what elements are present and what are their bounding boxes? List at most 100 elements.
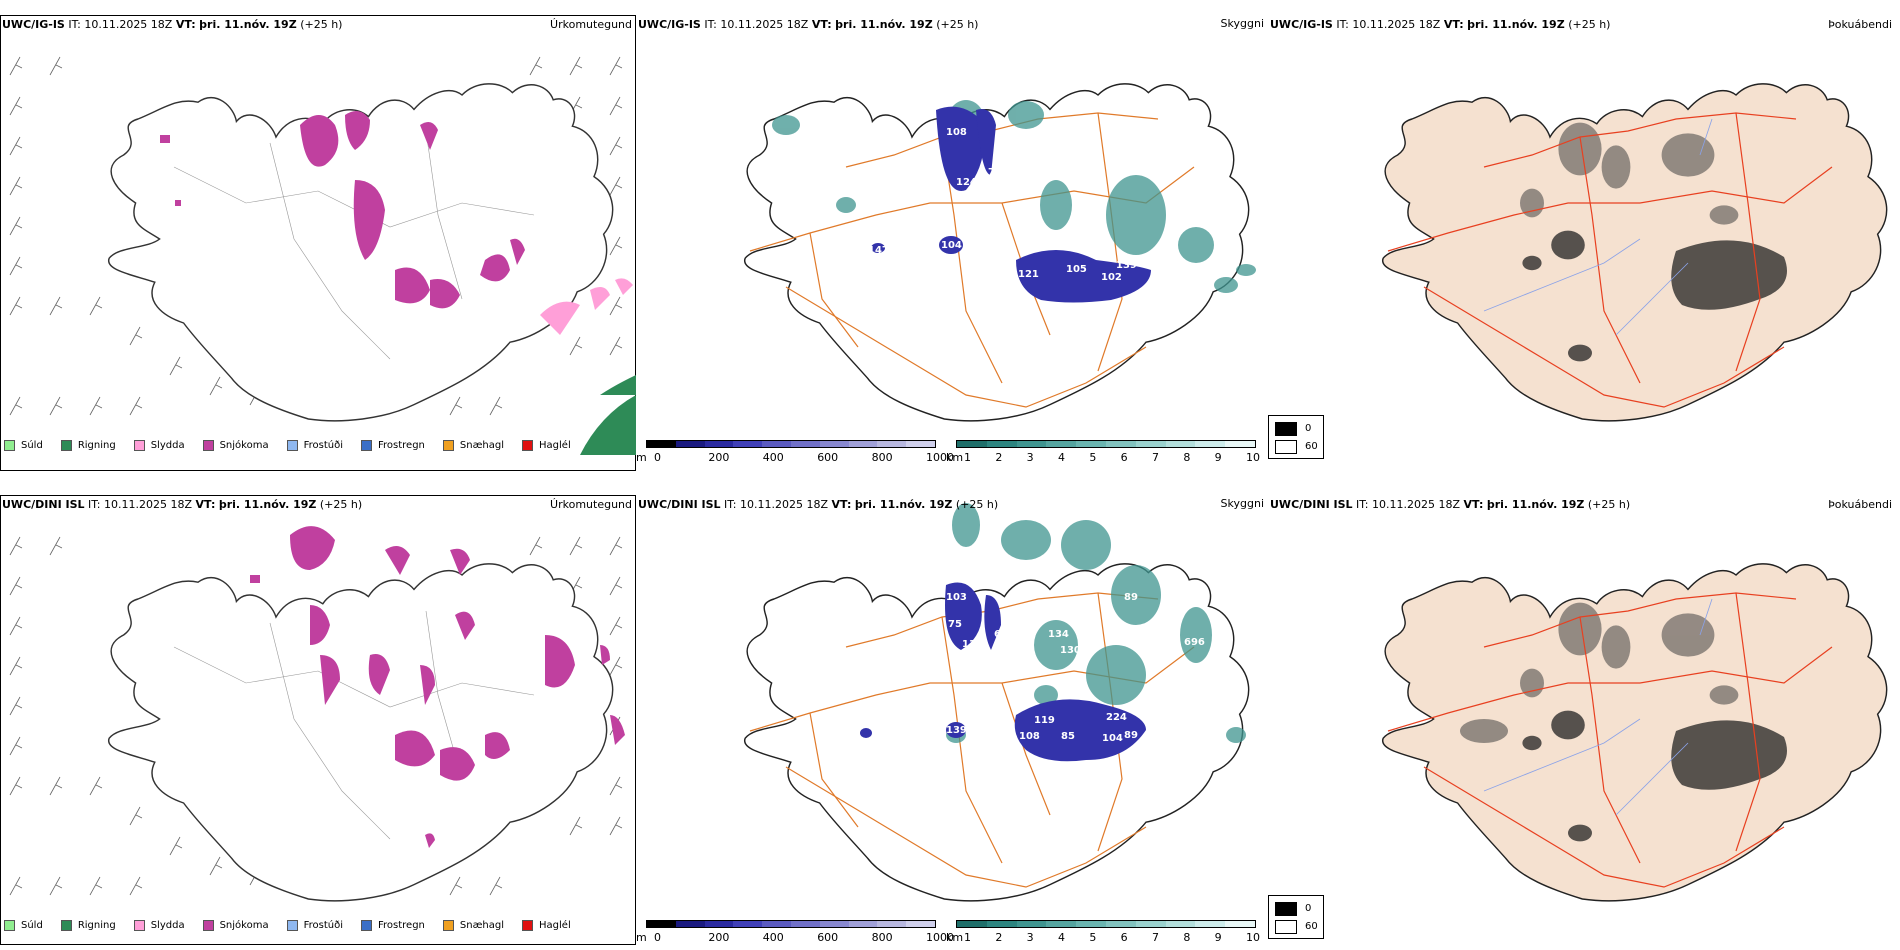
panel-header: UWC/IG-IS IT: 10.11.2025 18Z VT: þri. 11… [2, 18, 343, 31]
colorbar-step [1046, 921, 1077, 927]
colorbar-step [647, 921, 676, 927]
panel-title: Úrkomutegund [550, 18, 632, 31]
colorbar-step [1016, 441, 1047, 447]
colorbar-step [1076, 441, 1106, 447]
wind-label: 124 [956, 177, 977, 188]
visibility-panel-row2: 103 75 136 64 62 134 130 89 696 139 119 … [636, 495, 1268, 945]
colorbar-unit: km [946, 931, 964, 944]
panel-header: UWC/DINI ISL IT: 10.11.2025 18Z VT: þri.… [638, 498, 999, 511]
legend-swatch [4, 440, 15, 451]
wind-label: 108 [1019, 731, 1040, 742]
colorbar-tick-label: 5 [1089, 931, 1097, 944]
colorbar-step [1195, 441, 1226, 447]
panel-header: UWC/IG-IS IT: 10.11.2025 18Z VT: þri. 11… [1270, 18, 1611, 31]
panel-title: Skyggni [1220, 497, 1264, 510]
colorbar-step [733, 441, 763, 447]
legend-swatch [522, 920, 534, 931]
colorbar-step [1046, 441, 1077, 447]
colorbar-tick-label: 400 [762, 931, 784, 944]
panel-header: UWC/DINI ISL IT: 10.11.2025 18Z VT: þri.… [1270, 498, 1631, 511]
wind-label: 62 [1008, 637, 1022, 648]
colorbar-tick-label: 5 [1089, 451, 1097, 464]
precip-legend: Súld Rigning Slydda Snjókoma Frostúði Frostre… [4, 920, 571, 931]
fog-dense [1522, 230, 1787, 362]
colorbar-step [1195, 921, 1226, 927]
legend-swatch [133, 440, 145, 451]
legend-swatch [133, 920, 145, 931]
colorbar-step [819, 921, 849, 927]
colorbar-tick-label: 3 [1026, 451, 1034, 464]
snow-areas [250, 526, 625, 848]
fog-legend-label: 60 [1305, 921, 1318, 932]
legend-label: Slydda [150, 920, 185, 931]
colorbar-step [1165, 441, 1196, 447]
rivers [1483, 118, 1713, 336]
fog-shading [1460, 602, 1739, 743]
panel-frame [0, 495, 636, 945]
legend-swatch [202, 440, 214, 451]
fog-legend: 0 60 [1268, 415, 1324, 459]
colorbar-tick-label: 1000 [926, 451, 954, 464]
visibility-km-colorbar: km 1 2 3 4 5 6 7 8 9 10 [946, 920, 1260, 948]
wind-label: 93 [960, 192, 974, 203]
colorbar-tick-label: 7 [1152, 451, 1159, 464]
colorbar-step [790, 441, 820, 447]
colorbar-step [1135, 921, 1166, 927]
precip-panel-row2: UWC/DINI ISL IT: 10.11.2025 18Z VT: þri.… [0, 495, 636, 945]
fog-shading [1520, 122, 1739, 225]
colorbar-tick-label: 600 [817, 451, 839, 464]
legend-swatch [60, 440, 72, 451]
colorbar-step [906, 921, 935, 927]
iceland-outline [1381, 83, 1888, 422]
wind-label: 121 [1018, 269, 1039, 280]
wind-label: 139 [1116, 260, 1137, 271]
panel-header: UWC/IG-IS IT: 10.11.2025 18Z VT: þri. 11… [638, 18, 979, 31]
legend-item: Slydda [133, 920, 185, 931]
fog-map [1381, 563, 1888, 902]
precip-map [9, 526, 625, 902]
fog-panel-row2: 0 60 [1268, 495, 1900, 945]
legend-label: Rigning [77, 920, 116, 931]
iceland-outline [743, 83, 1250, 422]
colorbar-tick-label: 0 [654, 931, 661, 944]
legend-item: Rigning [60, 920, 116, 931]
wind-label: 130 [1060, 645, 1081, 656]
legend-label: Snjókoma [219, 440, 269, 451]
wind-label: 85 [1061, 731, 1075, 742]
colorbar-tick-label: 9 [1214, 451, 1222, 464]
iceland-outline [107, 563, 614, 902]
legend-swatch [361, 440, 372, 451]
legend-item: Snæhagl [442, 440, 504, 451]
colorbar-step [877, 921, 907, 927]
colorbar-tick-label: 4 [1058, 451, 1065, 464]
rain-areas [580, 375, 636, 455]
fog-legend-label: 0 [1305, 423, 1312, 434]
wind-label: 136 [962, 639, 983, 650]
legend-label: Frostregn [378, 920, 425, 931]
colorbar-tick-label: 9 [1214, 931, 1222, 944]
wind-gust-labels: 108 124 93 77 104 121 105 102 139 147 [868, 127, 1137, 283]
legend-swatch [4, 920, 15, 931]
colorbar-unit: m [636, 451, 647, 464]
fog-legend-swatch [1275, 920, 1297, 934]
colorbar-step [957, 441, 987, 447]
panel-title: Skyggni [1220, 17, 1264, 30]
legend-item: Snæhagl [442, 920, 504, 931]
sleet-areas [540, 278, 633, 335]
wind-label: 102 [1101, 272, 1122, 283]
legend-item: Snjókoma [202, 440, 269, 451]
teal-low-visibility [772, 100, 1256, 293]
precip-legend: Súld Rigning Slydda Snjókoma Frostúði Frostre… [4, 440, 571, 451]
legend-swatch [442, 440, 454, 451]
road-network [1387, 112, 1833, 408]
fog-legend: 0 60 [1268, 895, 1324, 939]
visibility-map: 103 75 136 64 62 134 130 89 696 139 119 … [743, 503, 1250, 902]
panel-header: UWC/DINI ISL IT: 10.11.2025 18Z VT: þri.… [2, 498, 363, 511]
colorbar-step [762, 441, 791, 447]
colorbar-tick-label: 10 [1246, 451, 1260, 464]
colorbar-step [848, 441, 878, 447]
colorbar-tick-label: 0 [654, 451, 661, 464]
colorbar-tick-label: 1 [964, 451, 971, 464]
legend-swatch [522, 440, 534, 451]
colorbar-step [1105, 441, 1136, 447]
